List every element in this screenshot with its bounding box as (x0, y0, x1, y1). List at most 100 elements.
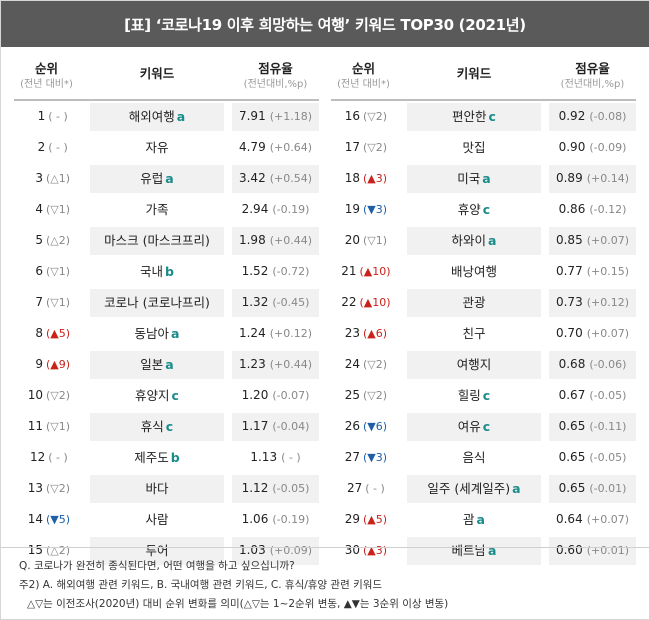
rank-cell: 8 (▲5) (14, 318, 79, 349)
rank-number: 20 (344, 233, 360, 247)
keyword-cell: 자유 (90, 132, 224, 163)
table-row: 22 (▲10) 관광 0.73 (+0.12) (331, 287, 636, 318)
share-change: (-0.09) (589, 141, 627, 154)
share-value: 1.17 (241, 419, 269, 433)
share-value: 0.64 (555, 512, 583, 526)
rank-change: (▽2) (362, 389, 388, 402)
share-value: 0.70 (555, 326, 583, 340)
share-change: (+0.12) (586, 296, 629, 309)
left-table-header: 순위 (전년 대비*) 키워드 점유율 (전년대비,%p) (14, 59, 319, 101)
keyword-cell: 국내 b (90, 256, 224, 287)
table-row: 23 (▲6) 친구 0.70 (+0.07) (331, 318, 636, 349)
share-change: (-0.05) (589, 389, 627, 402)
share-value: 1.06 (241, 512, 269, 526)
keyword-cell: 코로나 (코로나프리) (90, 287, 224, 318)
rank-number: 16 (344, 109, 360, 123)
category-mark: a (171, 326, 180, 341)
keyword-text: 여유 (457, 419, 481, 434)
share-cell: 3.42 (+0.54) (232, 163, 319, 194)
share-cell: 0.70 (+0.07) (549, 318, 636, 349)
footer-divider (1, 547, 649, 548)
share-value: 0.85 (555, 233, 583, 247)
share-change: (+0.44) (269, 358, 312, 371)
share-value: 2.94 (241, 202, 269, 216)
share-cell: 0.65 (-0.11) (549, 411, 636, 442)
share-change: (+1.18) (269, 110, 312, 123)
keyword-text: 마스크 (마스크프리) (104, 233, 210, 248)
share-change: (-0.45) (272, 296, 310, 309)
keyword-cell: 유럽 a (90, 163, 224, 194)
table-row: 4 (▽1) 가족 2.94 (-0.19) (14, 194, 319, 225)
rank-change: (▼3) (362, 451, 388, 464)
share-cell: 0.60 (+0.01) (549, 535, 636, 566)
footnote-categories: 주2) A. 해외여행 관련 키워드, B. 국내여행 관련 키워드, C. 휴… (19, 579, 383, 591)
rank-cell: 3 (△1) (14, 163, 79, 194)
share-cell-shade (549, 475, 636, 503)
category-mark: a (482, 171, 491, 186)
share-value: 1.52 (241, 264, 269, 278)
table-row: 26 (▼6) 여유 c 0.65 (-0.11) (331, 411, 636, 442)
rank-cell: 29 (▲5) (331, 504, 396, 535)
share-change: (-0.05) (589, 451, 627, 464)
keyword-text: 투어 (145, 543, 169, 558)
rank-number: 1 (37, 109, 46, 123)
rank-number: 26 (344, 419, 360, 433)
share-value: 1.24 (238, 326, 266, 340)
rank-number: 30 (344, 543, 360, 557)
rank-change: ( - ) (365, 482, 385, 495)
share-cell: 1.24 (+0.12) (232, 318, 319, 349)
rank-cell: 26 (▼6) (331, 411, 396, 442)
table-row: 18 (▲3) 미국 a 0.89 (+0.14) (331, 163, 636, 194)
share-cell: 0.92 (-0.08) (549, 101, 636, 132)
share-cell: 1.06 (-0.19) (232, 504, 319, 535)
table-row: 25 (▽2) 힐링 c 0.67 (-0.05) (331, 380, 636, 411)
keyword-text: 휴식 (140, 419, 164, 434)
keyword-cell: 편안한 c (407, 101, 541, 132)
share-cell: 1.20 (-0.07) (232, 380, 319, 411)
keyword-cell-shade (407, 537, 541, 565)
rank-change: ( - ) (48, 141, 68, 154)
keyword-cell: 해외여행 a (90, 101, 224, 132)
keyword-cell: 힐링 c (407, 380, 541, 411)
share-value: 1.13 (250, 450, 278, 464)
keyword-text: 맛집 (462, 140, 486, 155)
table-row: 14 (▼5) 사람 1.06 (-0.19) (14, 504, 319, 535)
rank-cell: 21 (▲10) (331, 256, 396, 287)
rank-number: 9 (35, 357, 43, 371)
keyword-cell-shade (407, 413, 541, 441)
share-value: 0.60 (555, 543, 583, 557)
category-mark: a (165, 357, 174, 372)
keyword-text: 바다 (145, 481, 169, 496)
keyword-cell: 일본 a (90, 349, 224, 380)
rank-cell: 17 (▽2) (331, 132, 396, 163)
rank-cell: 10 (▽2) (14, 380, 79, 411)
table-row: 5 (△2) 마스크 (마스크프리) 1.98 (+0.44) (14, 225, 319, 256)
rank-change: ( - ) (48, 451, 68, 464)
keyword-cell-shade (90, 413, 224, 441)
rank-change: (▲3) (362, 544, 388, 557)
keyword-text: 사람 (145, 512, 169, 527)
keyword-cell-shade (90, 165, 224, 193)
keyword-text: 하와이 (451, 233, 487, 248)
table-row: 9 (▲9) 일본 a 1.23 (+0.44) (14, 349, 319, 380)
rank-change: (▽2) (45, 389, 71, 402)
category-mark: a (476, 512, 485, 527)
category-mark: c (488, 109, 496, 124)
keyword-text: 가족 (145, 202, 169, 217)
keyword-cell: 하와이 a (407, 225, 541, 256)
rank-cell: 20 (▽1) (331, 225, 396, 256)
rank-change: (▽2) (362, 110, 388, 123)
keyword-text: 편안한 (452, 109, 487, 124)
share-value: 0.65 (558, 450, 586, 464)
share-value: 0.65 (558, 481, 586, 495)
share-value: 3.42 (238, 171, 266, 185)
footnote-question: Q. 코로나가 완전히 종식된다면, 어떤 여행을 하고 싶으십니까? (19, 560, 295, 572)
keyword-cell: 맛집 (407, 132, 541, 163)
table-row: 19 (▼3) 휴양 c 0.86 (-0.12) (331, 194, 636, 225)
share-cell: 0.73 (+0.12) (549, 287, 636, 318)
table-row: 21 (▲10) 배낭여행 0.77 (+0.15) (331, 256, 636, 287)
keyword-text: 음식 (462, 450, 486, 465)
keyword-text: 해외여행 (128, 109, 175, 124)
